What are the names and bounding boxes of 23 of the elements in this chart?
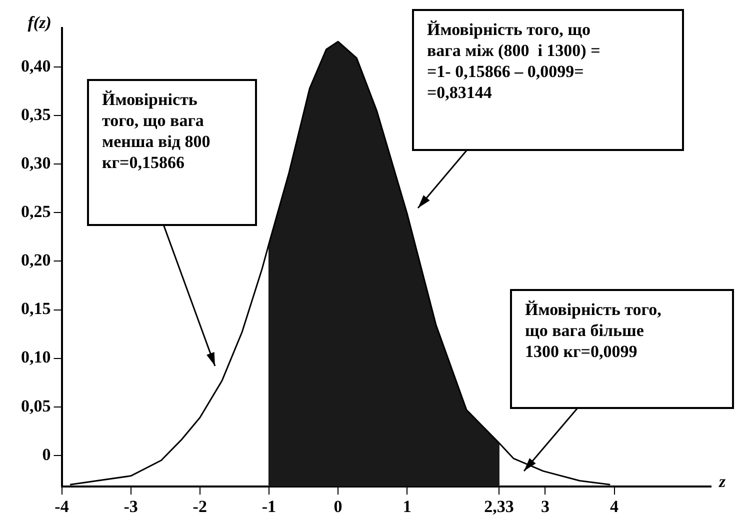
y-tick-label: 0,40 [21,56,51,76]
x-tick-label: -4 [54,497,70,516]
x-tick-label: -3 [124,497,138,516]
annotation: Ймовірність того, що вага більше 1300 кг=0,0099 [525,300,662,361]
y-tick-label: 0,30 [21,153,51,172]
x-tick-label: -1 [262,497,276,516]
y-tick-label: 0,20 [21,250,51,270]
y-axis-title: f(z) [28,12,52,32]
x-tick-label: 1 [402,497,412,516]
x-tick-label: -2 [192,497,207,516]
x-tick-label: 3 [540,497,550,516]
y-tick-label: 0,05 [21,396,51,416]
y-tick-label: 0 [42,444,51,464]
x-axis-title: z [718,472,726,491]
y-tick-label: 0,25 [21,202,51,221]
x-tick-label: 4 [610,497,620,516]
x-tick-label: 0 [334,497,342,516]
y-tick-label: 0,15 [21,299,51,318]
y-tick-label: 0,35 [21,104,51,124]
annotation: Ймовірність того, що вага менша від 800 кг=0,15866 [102,90,210,172]
x-tick-label: 2,33 [484,497,514,516]
y-tick-label: 0,10 [21,348,51,367]
annotation: Ймовірність того, що вага між (800 і 1300) = =1- 0,15866 – 0,0099= =0,83144 [427,20,600,102]
